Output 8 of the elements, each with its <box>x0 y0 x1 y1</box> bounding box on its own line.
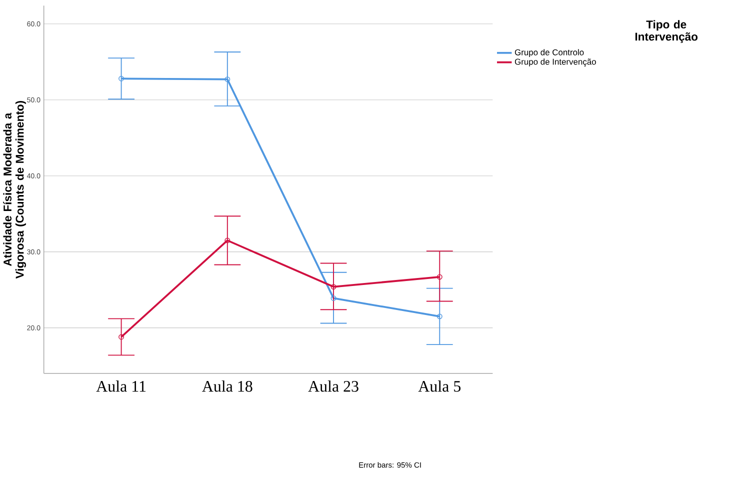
x-tick-label: Aula 11 <box>96 380 146 392</box>
x-tick-label: Aula 5 <box>418 380 461 392</box>
legend-title: Tipo de Intervenção <box>635 20 698 43</box>
legend-label: Grupo de Intervenção <box>514 58 596 66</box>
y-axis-title: Atividade Física Moderada a Vigorosa (Counts de Movimento) <box>3 100 26 279</box>
x-tick-label: Aula 18 <box>202 380 252 392</box>
legend-label: Grupo de Controlo <box>514 49 584 57</box>
x-tick-label: Aula 23 <box>308 380 358 392</box>
